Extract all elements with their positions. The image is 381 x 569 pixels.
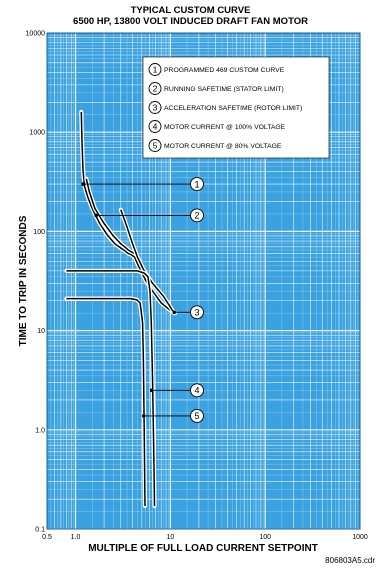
- legend: 1 PROGRAMMED 469 CUSTOM CURVE 2 RUNNING SAF…: [142, 56, 330, 159]
- callout-number-3: 3: [194, 308, 199, 318]
- y-tick-label: 10: [37, 328, 45, 335]
- y-tick-label: 10000: [26, 31, 46, 38]
- x-tick-label: 1.0: [71, 534, 81, 541]
- x-tick-label: 0.5: [42, 534, 52, 541]
- legend-circle-2: [148, 82, 162, 95]
- y-tick-label: 1000: [29, 130, 45, 137]
- legend-number-1: 1: [153, 65, 158, 75]
- curve-4: [66, 270, 156, 507]
- legend-label-2: RUNNING SAFETIME (STATOR LIMIT): [164, 86, 284, 93]
- legend-box: [142, 56, 330, 159]
- callout-circle-5: [190, 408, 204, 423]
- callout-circle-1: [190, 177, 204, 192]
- x-tick-label: 100: [259, 534, 271, 541]
- y-axis-label: TIME TO TRIP IN SECONDS: [18, 215, 29, 346]
- legend-number-2: 2: [153, 84, 158, 94]
- callout-circle-4: [190, 383, 204, 398]
- legend-circle-5: [148, 139, 162, 152]
- legend-number-4: 4: [153, 122, 158, 132]
- y-tick-label: 0.1: [35, 527, 45, 534]
- legend-number-5: 5: [153, 141, 158, 151]
- legend-number-3: 3: [153, 103, 158, 113]
- tick-labels: 0.5 1.0 10 100 1000 0.1 1.0 10 100 1000 10000: [26, 31, 368, 542]
- legend-label-3: ACCELERATION SAFETIME (ROTOR LIMIT): [164, 105, 302, 112]
- y-tick-label: 1.0: [35, 427, 45, 434]
- callout-number-5: 5: [194, 411, 199, 421]
- x-tick-label: 1000: [352, 534, 368, 541]
- legend-label-1: PROGRAMMED 469 CUSTOM CURVE: [164, 67, 285, 74]
- curve-5: [66, 297, 146, 507]
- legend-circle-4: [148, 120, 162, 133]
- callout-number-4: 4: [194, 386, 199, 396]
- y-tick-label: 100: [33, 229, 45, 236]
- callout-number-1: 1: [194, 179, 199, 189]
- drawing-reference: 806803A5.cdr: [325, 556, 375, 565]
- plot-border: [46, 32, 361, 530]
- callout-number-2: 2: [194, 211, 199, 221]
- curves: [64, 109, 178, 509]
- x-axis-label: MULTIPLE OF FULL LOAD CURRENT SETPOINT: [88, 543, 318, 554]
- legend-circle-1: [148, 63, 162, 76]
- curve-2: [85, 178, 135, 255]
- legend-circle-3: [148, 101, 162, 114]
- x-tick-label: 10: [166, 534, 174, 541]
- callout-circle-3: [190, 305, 204, 320]
- callout-circle-2: [190, 208, 204, 223]
- callouts: 1 2 3 4 5: [81, 177, 204, 423]
- legend-label-4: MOTOR CURRENT @ 100% VOLTAGE: [164, 124, 286, 131]
- legend-label-5: MOTOR CURRENT @ 80% VOLTAGE: [164, 143, 282, 150]
- chart-title: TYPICAL CUSTOM CURVE: [130, 5, 251, 16]
- chart-subtitle: 6500 HP, 13800 VOLT INDUCED DRAFT FAN MO…: [73, 16, 308, 27]
